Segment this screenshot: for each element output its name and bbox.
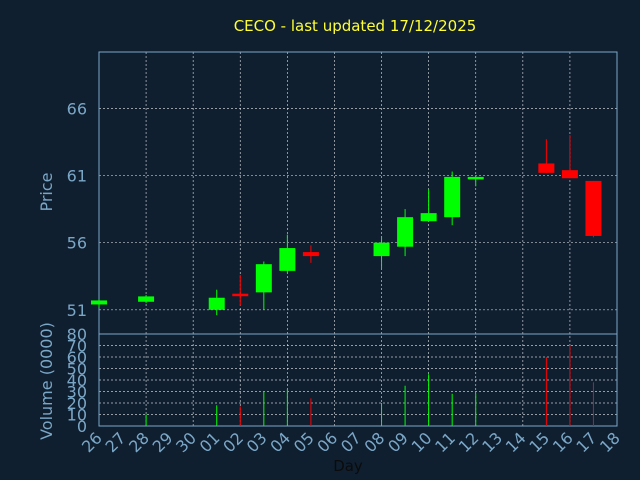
volume-tick-label: 60: [67, 348, 87, 367]
price-axis-label: Price: [37, 172, 56, 211]
plot-layer: 5156616601020304050607080262728293001020…: [67, 51, 624, 456]
candle-body: [561, 170, 578, 179]
candle-body: [538, 163, 555, 173]
candle-body: [373, 242, 390, 257]
candle-body: [397, 217, 414, 247]
candle-body: [232, 293, 249, 297]
volume-pane-frame: [98, 333, 618, 427]
candle-body: [420, 213, 437, 222]
volume-tick-label: 10: [67, 406, 87, 425]
x-tick-label: 18: [596, 428, 624, 456]
candle-body: [208, 297, 225, 310]
volume-tick-label: 30: [67, 383, 87, 402]
candle-body: [467, 176, 484, 180]
price-pane-frame: [98, 51, 618, 335]
volume-tick-label: 50: [67, 360, 87, 379]
candle-body: [91, 300, 107, 305]
volume-tick-label: 70: [67, 337, 87, 356]
price-tick-label: 61: [67, 167, 87, 186]
price-tick-label: 56: [67, 234, 87, 253]
candle-body: [302, 252, 319, 257]
candle-body: [585, 180, 602, 236]
volume-tick-label: 20: [67, 394, 87, 413]
candle-body: [255, 264, 272, 293]
candle-body: [138, 296, 155, 302]
candle-body: [279, 248, 296, 271]
volume-axis-label: Volume (0000): [37, 322, 56, 440]
price-tick-label: 51: [67, 301, 87, 320]
x-axis-label: Day: [333, 457, 363, 475]
price-tick-label: 66: [67, 99, 87, 118]
candle-body: [444, 176, 461, 218]
chart-title: CECO - last updated 17/12/2025: [234, 17, 477, 35]
volume-tick-label: 0: [77, 417, 87, 436]
volume-tick-label: 80: [67, 325, 87, 344]
volume-tick-label: 40: [67, 371, 87, 390]
